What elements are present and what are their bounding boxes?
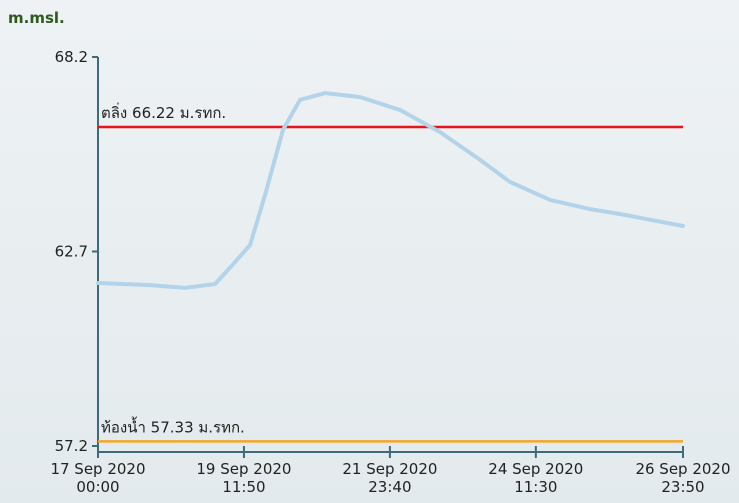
y-tick-label: 68.2 [55, 48, 88, 66]
reference-label: ตลิ่ง 66.22 ม.รทก. [101, 102, 226, 122]
y-tick-label: 57.2 [55, 437, 88, 455]
reference-label: ท้องน้ำ 57.33 ม.รทก. [101, 416, 245, 436]
x-tick-label: 19 Sep 2020 11:50 [196, 460, 291, 496]
x-tick-label: 21 Sep 2020 23:40 [342, 460, 437, 496]
x-tick-label: 26 Sep 2020 23:50 [635, 460, 730, 496]
x-tick-label: 17 Sep 2020 00:00 [50, 460, 145, 496]
x-tick-label: 24 Sep 2020 11:30 [488, 460, 583, 496]
y-tick-label: 62.7 [55, 243, 88, 261]
data-line [96, 91, 685, 290]
y-axis-unit: m.msl. [8, 9, 65, 27]
